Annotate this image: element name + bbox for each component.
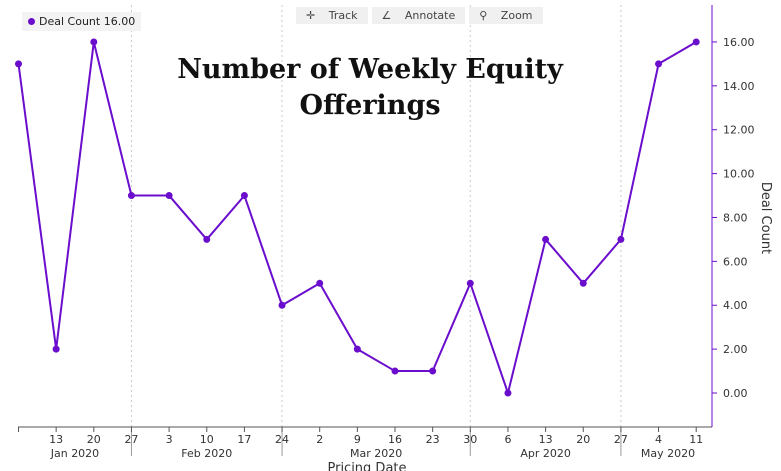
- x-tick-label: 4: [655, 433, 662, 446]
- data-point: [90, 38, 98, 46]
- x-tick-label: 13: [49, 433, 63, 446]
- data-point: [165, 192, 173, 200]
- y-tick-label: 6.00: [723, 255, 748, 268]
- x-tick-label: 10: [200, 433, 214, 446]
- annotate-button[interactable]: ∠ Annotate: [371, 7, 466, 24]
- y-tick-label: 10.00: [723, 168, 755, 181]
- x-tick-label: 11: [689, 433, 703, 446]
- data-point: [240, 192, 248, 200]
- x-tick-label: 20: [87, 433, 101, 446]
- data-point: [278, 301, 286, 309]
- x-tick-label: 30: [463, 433, 477, 446]
- zoom-button[interactable]: ⚲ Zoom: [469, 7, 543, 24]
- legend-value: 16.00: [103, 15, 136, 28]
- data-point: [579, 279, 587, 287]
- data-point: [203, 235, 211, 243]
- legend-dot: [28, 18, 35, 25]
- data-point: [316, 279, 324, 287]
- data-point: [655, 60, 663, 68]
- month-label: Jan 2020: [50, 447, 99, 460]
- chart-title: Number of Weekly Equity Offerings: [177, 54, 563, 121]
- x-tick-label: 20: [576, 433, 590, 446]
- x-tick-label: 17: [237, 433, 251, 446]
- x-tick-label: 3: [166, 433, 173, 446]
- legend-label: Deal Count: [39, 15, 101, 28]
- zoom-label: Zoom: [495, 7, 538, 24]
- x-tick-label: 23: [426, 433, 440, 446]
- y-tick-label: 2.00: [723, 343, 748, 356]
- track-label: Track: [323, 7, 363, 24]
- y-axis-label: Deal Count: [758, 182, 773, 254]
- month-label: May 2020: [641, 447, 695, 460]
- month-label: Feb 2020: [181, 447, 232, 460]
- x-tick-label: 9: [354, 433, 361, 446]
- data-point: [391, 367, 399, 375]
- chart-toolbar: ✛ Track ∠ Annotate ⚲ Zoom: [296, 7, 543, 24]
- magnifier-icon: ⚲: [474, 7, 493, 24]
- data-point: [692, 38, 700, 46]
- x-tick-label: 24: [275, 433, 289, 446]
- data-point: [504, 389, 512, 397]
- data-point: [429, 367, 437, 375]
- y-tick-label: 8.00: [723, 211, 748, 224]
- month-label: Apr 2020: [520, 447, 571, 460]
- month-label: Mar 2020: [350, 447, 402, 460]
- x-tick-label: 27: [614, 433, 628, 446]
- x-axis-label: Pricing Date: [327, 461, 406, 471]
- data-point: [127, 192, 135, 200]
- x-tick-label: 27: [124, 433, 138, 446]
- y-tick-label: 4.00: [723, 299, 748, 312]
- y-tick-label: 16.00: [723, 36, 755, 49]
- y-tick-label: 0.00: [723, 387, 748, 400]
- annotate-label: Annotate: [399, 7, 461, 24]
- data-point: [353, 345, 361, 353]
- pencil-icon: ∠: [376, 7, 397, 24]
- data-point: [15, 60, 22, 68]
- x-tick-label: 16: [388, 433, 402, 446]
- x-tick-label: 2: [316, 433, 323, 446]
- data-point: [617, 235, 625, 243]
- y-tick-label: 14.00: [723, 80, 755, 93]
- legend: Deal Count 16.00: [22, 12, 142, 31]
- x-tick-label: 6: [504, 433, 511, 446]
- x-tick-label: 13: [539, 433, 553, 446]
- data-point: [52, 345, 60, 353]
- y-tick-label: 12.00: [723, 124, 755, 137]
- crosshair-icon: ✛: [301, 7, 321, 24]
- data-point: [542, 235, 550, 243]
- track-button[interactable]: ✛ Track: [296, 7, 368, 24]
- data-point: [466, 279, 474, 287]
